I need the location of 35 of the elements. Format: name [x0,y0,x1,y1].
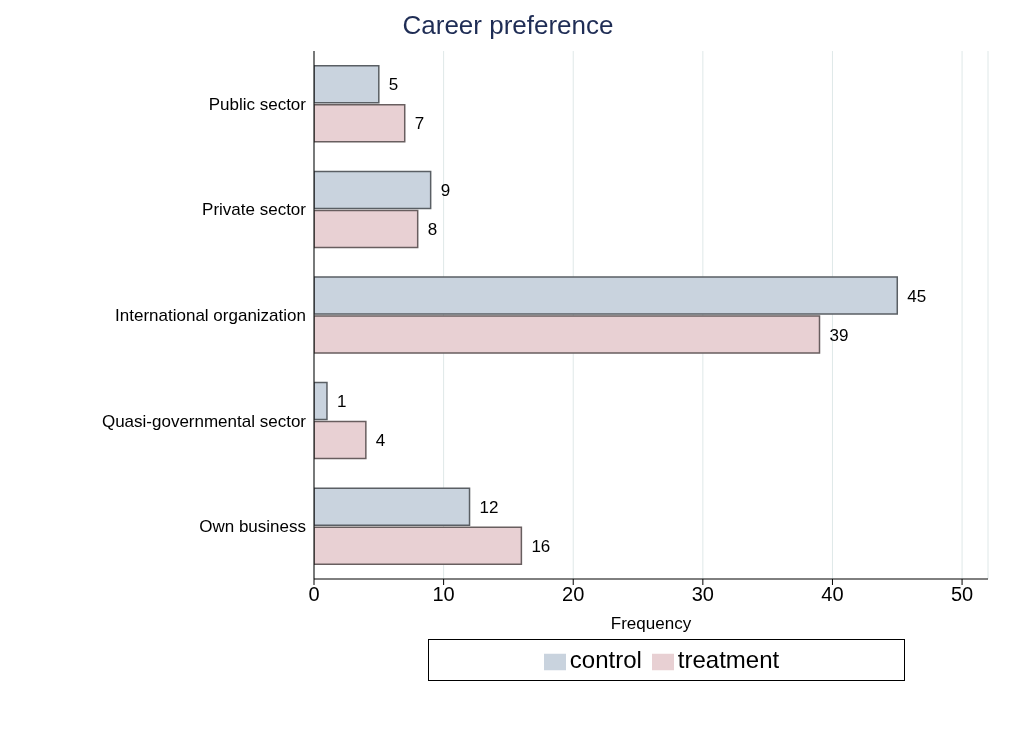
data-label: 45 [907,286,927,306]
x-tick-label: 30 [691,583,714,606]
bar [314,487,471,526]
legend-label: treatment [677,646,780,673]
data-label: 1 [336,392,347,412]
y-tick-label: Public sector [208,94,307,114]
data-label: 9 [440,180,451,200]
chart-title: Career preference [401,10,615,41]
bar [314,381,328,421]
bar [314,65,380,104]
x-axis-title: Frequency [610,614,692,633]
x-tick-label: 10 [432,583,455,606]
y-tick-label: Quasi-governmental sector [101,411,307,431]
x-tick-label: 20 [562,583,585,606]
y-tick-label: International organization [115,306,306,326]
y-tick-label: Own business [199,517,306,537]
legend-label: control [569,646,642,673]
data-label: 8 [427,219,438,239]
y-tick-label: Private sector [202,200,307,220]
bar [314,209,419,249]
x-tick-label: 50 [950,583,974,606]
x-tick-label: 40 [821,583,844,606]
bar [314,315,821,354]
bar [314,276,899,315]
data-label: 7 [414,114,425,134]
bar [314,104,406,143]
data-label: 4 [375,431,386,451]
bar [314,170,432,210]
bar [314,526,523,565]
data-label: 39 [829,325,849,345]
data-label: 16 [531,536,551,556]
bar [314,420,367,460]
x-tick-label: 0 [308,583,320,606]
data-label: 5 [388,75,399,95]
data-label: 12 [479,497,499,517]
